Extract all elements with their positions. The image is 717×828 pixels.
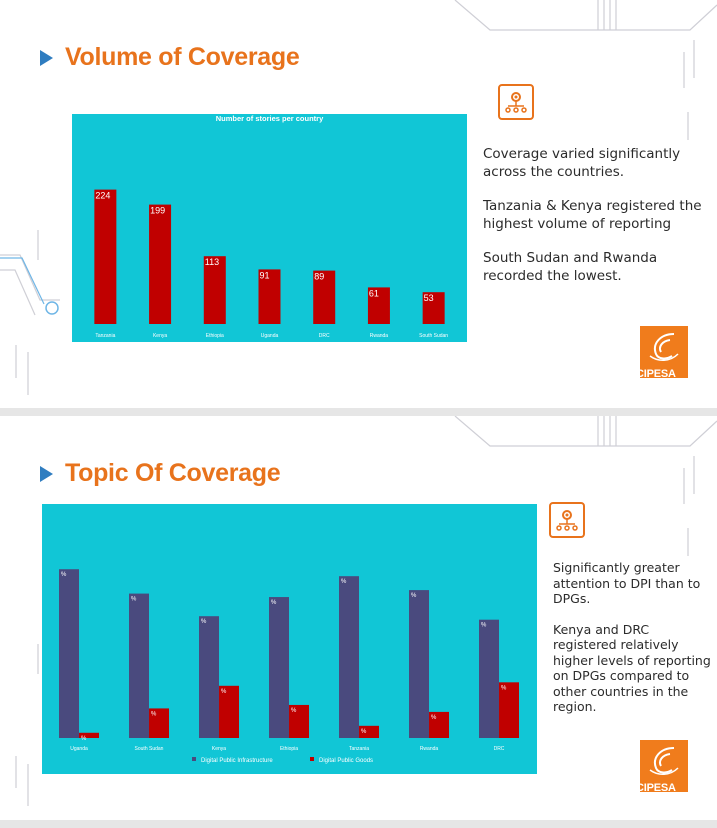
triangle-bullet-icon [40, 465, 53, 482]
data-label: % [201, 619, 207, 625]
data-label: 113 [205, 257, 219, 267]
logo-text: CIPESA [636, 782, 676, 794]
bar [149, 204, 172, 324]
cipesa-logo: CIPESA [636, 326, 688, 380]
gear-network-icon [549, 502, 585, 538]
legend-label: Digital Public Goods [319, 758, 373, 764]
data-label: 199 [150, 206, 165, 216]
data-label: % [411, 593, 417, 599]
x-tick-label: Uganda [261, 333, 279, 339]
bar-dpg [499, 682, 519, 738]
bar-dpi [129, 593, 149, 738]
bar-chart-svg: Number of stories per country 224 Tanzania… [94, 114, 448, 339]
data-label: % [151, 711, 157, 717]
bar [367, 287, 390, 324]
summary-paragraph: Significantly greater attention to DPI t… [553, 560, 701, 606]
x-tick-label: DRC [319, 333, 330, 339]
legend-swatch [192, 757, 196, 761]
summary-paragraph: Tanzania & Kenya registered the highest … [483, 198, 702, 232]
x-tick-label: South Sudan [135, 746, 164, 752]
x-tick-label: Tanzania [95, 333, 115, 339]
bar [313, 270, 336, 324]
data-label: 53 [424, 293, 434, 303]
topic-of-coverage-chart: %% Uganda%% South Sudan%% Kenya%% Ethiopia%%… [42, 504, 537, 774]
bar-dpi [269, 597, 289, 738]
slide-title: Volume of Coverage [40, 43, 300, 72]
x-tick-label: Uganda [70, 746, 88, 752]
bar-dpi [59, 569, 79, 738]
summary-text: Coverage varied significantly across the… [483, 145, 708, 285]
x-tick-label: Rwanda [420, 746, 439, 752]
bar [94, 189, 117, 324]
legend-label: Digital Public Infrastructure [201, 758, 273, 764]
data-label: % [501, 685, 507, 691]
slide-title: Topic Of Coverage [40, 459, 281, 488]
bar-dpg [359, 725, 379, 738]
x-tick-label: Tanzania [349, 746, 369, 752]
data-label: % [61, 572, 67, 578]
summary-paragraph: Kenya and DRC registered relatively high… [553, 621, 711, 715]
bar [203, 256, 226, 324]
data-label: % [341, 579, 347, 585]
x-tick-label: South Sudan [419, 333, 448, 339]
x-tick-label: Kenya [153, 333, 167, 339]
bar-dpg [79, 732, 99, 738]
x-tick-label: Rwanda [370, 333, 389, 339]
bar [258, 269, 281, 324]
x-tick-label: Ethiopia [206, 333, 224, 339]
data-label: % [291, 708, 297, 714]
bar-dpi [339, 576, 359, 738]
cipesa-logo: CIPESA [636, 740, 688, 794]
x-tick-label: Ethiopia [280, 746, 298, 752]
summary-paragraph: Coverage varied significantly across the… [483, 146, 681, 180]
slide-volume-of-coverage: Volume of Coverage Number of stories per… [0, 0, 717, 408]
legend-swatch [310, 757, 314, 761]
summary-paragraph: South Sudan and Rwanda recorded the lowe… [483, 250, 658, 284]
data-label: 89 [314, 272, 324, 282]
data-label: % [481, 623, 487, 629]
x-tick-label: Kenya [212, 746, 226, 752]
x-tick-label: DRC [494, 746, 505, 752]
bar-dpg [219, 685, 239, 738]
bar-dpi [479, 619, 499, 738]
bar-dpg [149, 708, 169, 738]
bar-dpi [409, 590, 429, 738]
gear-network-icon [498, 84, 534, 120]
data-label: % [131, 597, 137, 603]
chart-title: Number of stories per country [216, 114, 324, 123]
data-label: % [271, 600, 277, 606]
data-label: 61 [369, 288, 379, 298]
bar [422, 292, 445, 324]
data-label: 91 [260, 270, 270, 280]
data-label: 224 [95, 191, 110, 201]
bar-dpi [199, 616, 219, 738]
triangle-bullet-icon [40, 49, 53, 66]
stories-per-country-chart: Number of stories per country 224 Tanzania… [72, 114, 467, 342]
data-label: % [81, 736, 87, 742]
data-label: % [221, 689, 227, 695]
data-label: % [431, 715, 437, 721]
summary-text: Significantly greater attention to DPI t… [553, 560, 711, 715]
logo-text: CIPESA [636, 368, 676, 380]
data-label: % [361, 729, 367, 735]
bar-dpg [429, 711, 449, 738]
slide-topic-of-coverage: Topic Of Coverage %% Uganda%% South Sudan%… [0, 416, 717, 820]
grouped-bar-chart-svg: %% Uganda%% South Sudan%% Kenya%% Ethiopia%%… [59, 569, 519, 764]
bar-dpg [289, 704, 309, 738]
